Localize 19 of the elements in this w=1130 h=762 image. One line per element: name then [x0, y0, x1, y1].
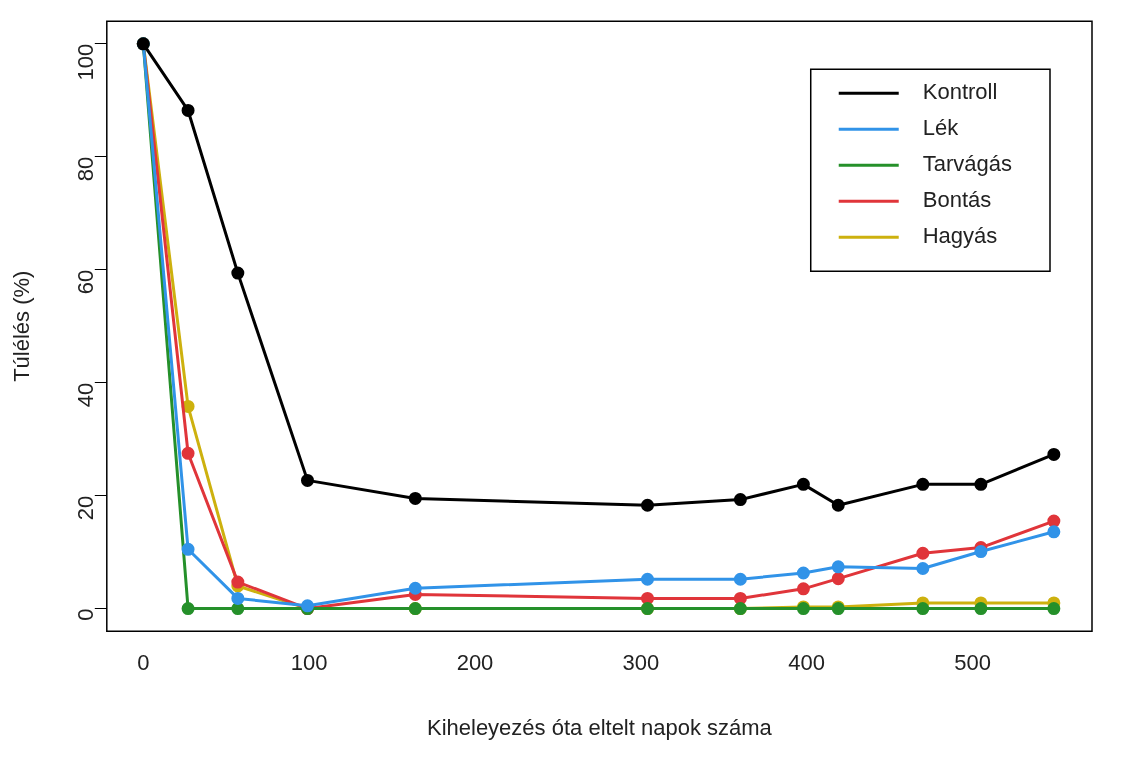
x-tick-label: 200	[456, 650, 494, 676]
legend-label: Kontroll	[922, 79, 998, 105]
y-tick-label: 60	[72, 269, 98, 295]
y-axis-title: Túlélés (%)	[9, 270, 35, 382]
x-tick-label: 400	[788, 650, 826, 676]
y-tick-label: 20	[72, 495, 98, 521]
x-tick-label: 300	[622, 650, 660, 676]
legend-label: Bontás	[922, 187, 992, 213]
y-tick-label: 80	[72, 156, 98, 182]
x-tick-label: 500	[954, 650, 991, 676]
legend-label: Hagyás	[922, 223, 998, 249]
y-tick-label: 100	[72, 43, 98, 81]
y-tick-label: 0	[72, 608, 98, 621]
x-tick-label: 100	[290, 650, 328, 676]
legend-label: Lék	[922, 115, 960, 141]
legend-label: Tarvágás	[922, 151, 1013, 177]
y-tick-label: 40	[72, 382, 98, 408]
x-tick-label: 0	[137, 650, 150, 676]
x-axis-title: Kiheleyezés óta eltelt napok száma	[426, 714, 773, 740]
